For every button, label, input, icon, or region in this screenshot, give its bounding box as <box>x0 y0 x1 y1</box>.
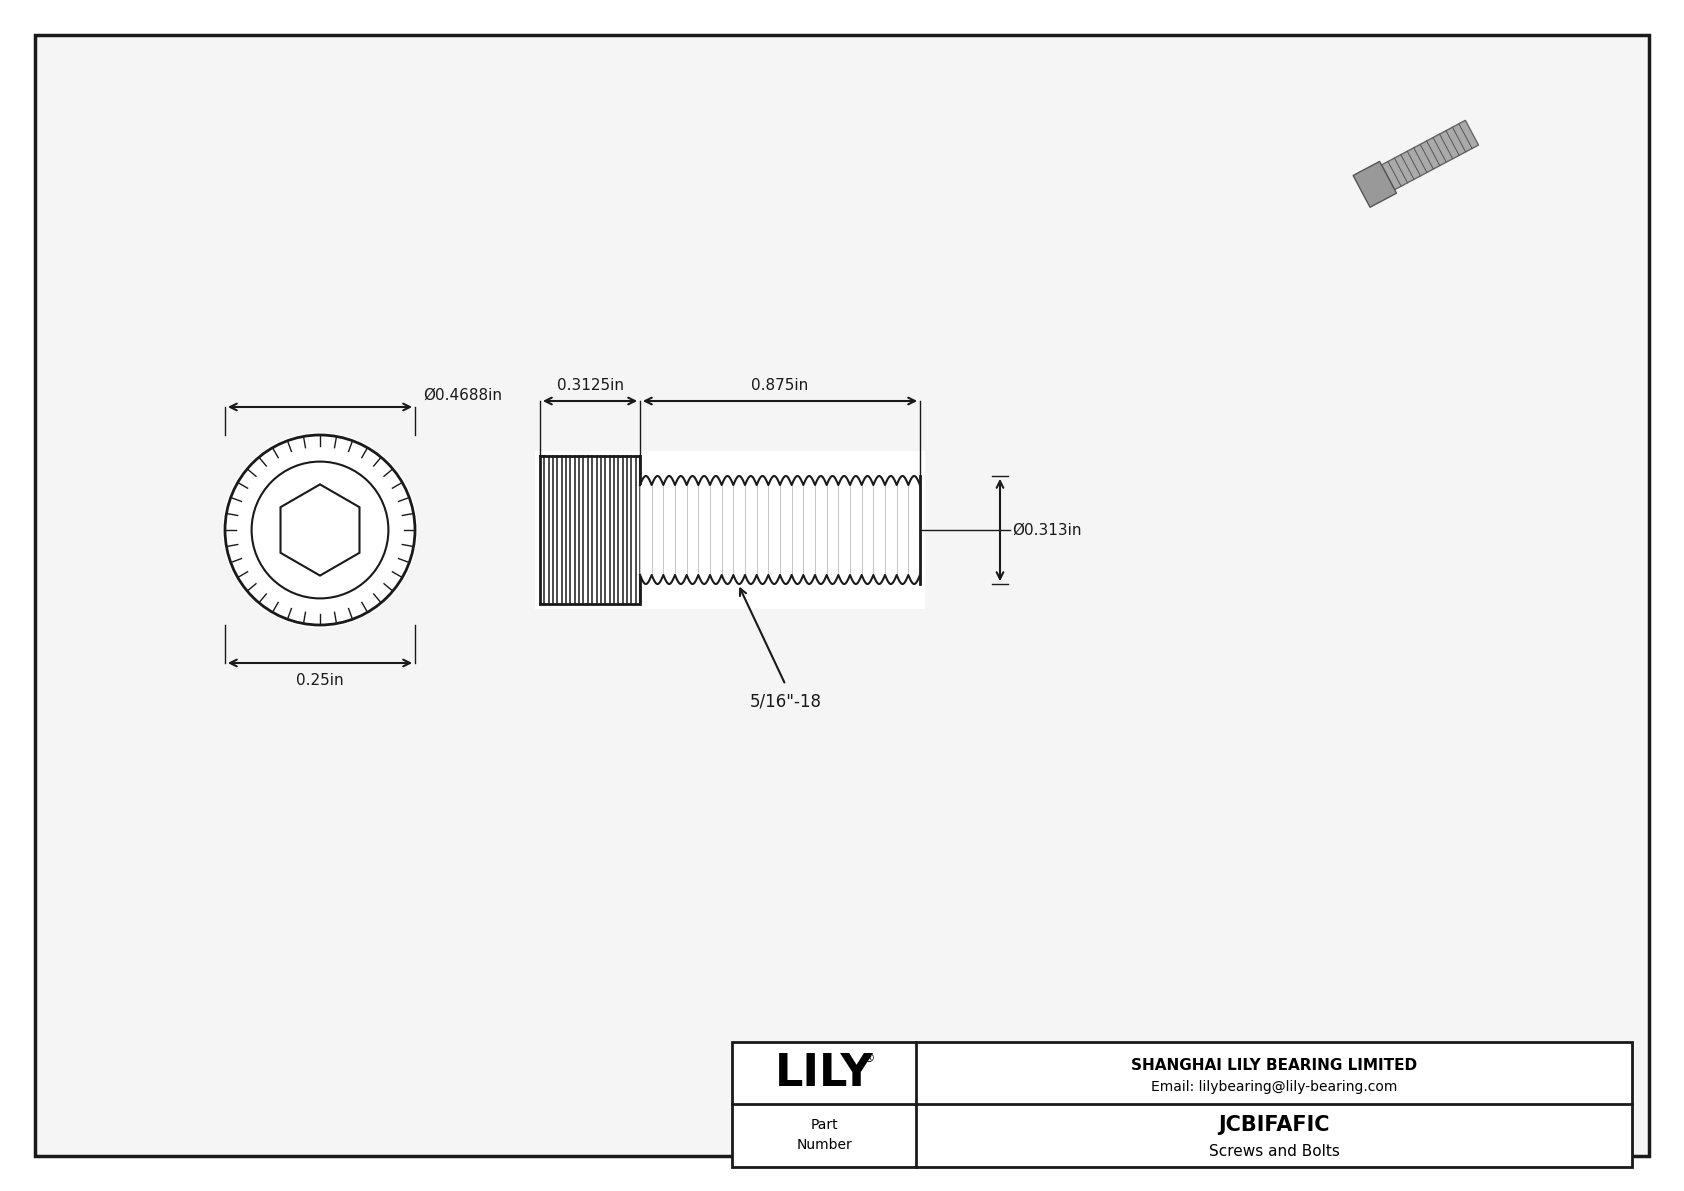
Text: JCBIFAFIC: JCBIFAFIC <box>1218 1115 1330 1135</box>
Bar <box>536 451 925 609</box>
Text: Ø0.4688in: Ø0.4688in <box>423 388 502 403</box>
Bar <box>733 1042 1632 1167</box>
Text: Email: lilybearing@lily-bearing.com: Email: lilybearing@lily-bearing.com <box>1150 1080 1398 1095</box>
Text: ®: ® <box>862 1053 874 1066</box>
Text: Ø0.313in: Ø0.313in <box>1012 523 1081 537</box>
Text: Part
Number: Part Number <box>797 1118 852 1152</box>
Text: 0.3125in: 0.3125in <box>556 378 623 393</box>
Text: 0.25in: 0.25in <box>296 673 344 688</box>
Text: LILY: LILY <box>775 1052 874 1095</box>
Bar <box>1381 120 1479 189</box>
Bar <box>541 456 640 604</box>
Circle shape <box>222 434 418 626</box>
Bar <box>640 476 919 584</box>
Text: 5/16"-18: 5/16"-18 <box>749 693 822 711</box>
Bar <box>1354 162 1396 207</box>
Text: Screws and Bolts: Screws and Bolts <box>1209 1143 1339 1159</box>
Text: SHANGHAI LILY BEARING LIMITED: SHANGHAI LILY BEARING LIMITED <box>1132 1058 1416 1073</box>
Text: 0.875in: 0.875in <box>751 378 808 393</box>
